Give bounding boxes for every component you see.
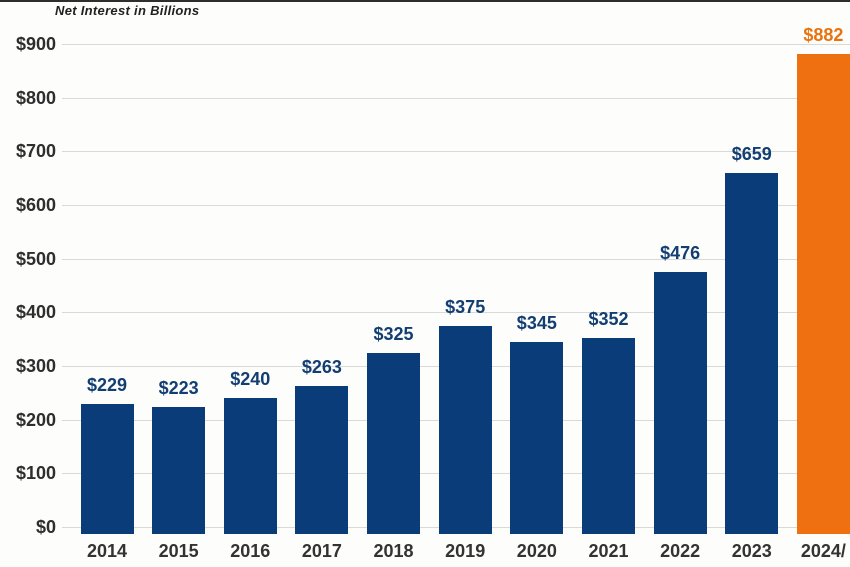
top-border-line bbox=[0, 0, 850, 2]
x-axis-label-2020: 2020 bbox=[516, 541, 557, 561]
bar-2015 bbox=[152, 407, 206, 534]
bar-value-label-2022: $476 bbox=[660, 243, 701, 263]
bar-2018 bbox=[367, 353, 421, 534]
bar-2019 bbox=[438, 326, 492, 534]
x-axis-label-2017: 2017 bbox=[301, 541, 342, 561]
y-axis-label-100: $100 bbox=[15, 463, 56, 484]
bar-value-label-2017: $263 bbox=[301, 357, 342, 377]
bar-value-label-2018: $325 bbox=[373, 324, 414, 344]
bar-2020 bbox=[510, 342, 564, 534]
chart-title: Net Interest in Billions bbox=[55, 3, 200, 18]
gridline-900 bbox=[62, 44, 850, 45]
bar-value-label-2014: $229 bbox=[86, 375, 128, 395]
y-axis-label-200: $200 bbox=[15, 409, 56, 430]
bars-layer: $229 $223 $240 $263 $325 $375 $345 $352 $476 $659… bbox=[62, 25, 850, 534]
gridline-800 bbox=[62, 97, 850, 99]
gridline-500 bbox=[62, 258, 850, 260]
bar-2016 bbox=[223, 398, 277, 534]
bar-2014 bbox=[80, 404, 134, 534]
gridline-700 bbox=[62, 151, 850, 153]
bar-value-label-2021: $352 bbox=[588, 309, 629, 329]
y-axis-label-900: $900 bbox=[15, 34, 56, 54]
plot-area: $229 $223 $240 $263 $325 $375 $345 $352 $476 $659… bbox=[62, 25, 850, 534]
x-axis-label-2021: 2021 bbox=[588, 541, 629, 561]
y-axis-label-800: $800 bbox=[15, 87, 56, 108]
x-axis-label-2015: 2015 bbox=[158, 541, 199, 561]
x-axis-label-2018: 2018 bbox=[373, 541, 414, 561]
y-axis-label-0: $0 bbox=[35, 517, 56, 537]
y-axis-label-300: $300 bbox=[15, 356, 56, 376]
bar-value-label-2019: $375 bbox=[445, 297, 486, 317]
bar-2024 bbox=[796, 54, 850, 534]
bar-2017 bbox=[295, 386, 349, 534]
x-axis-label-2022: 2022 bbox=[660, 541, 701, 561]
gridline-600 bbox=[62, 205, 850, 206]
y-axis-label-700: $700 bbox=[15, 141, 56, 162]
bar-2021 bbox=[581, 338, 635, 534]
y-axis-label-400: $400 bbox=[15, 302, 56, 323]
x-axis-label-2019: 2019 bbox=[445, 541, 486, 561]
gridline-400 bbox=[62, 312, 850, 314]
y-axis-label-500: $500 bbox=[15, 248, 56, 269]
bar-value-label-2015: $223 bbox=[158, 378, 199, 398]
x-axis-label-2023: 2023 bbox=[731, 541, 772, 561]
bar-value-label-2023: $659 bbox=[731, 144, 772, 164]
bar-2022 bbox=[653, 272, 707, 534]
bar-2023 bbox=[725, 173, 779, 534]
bar-value-label-2024: $882 bbox=[803, 25, 844, 45]
y-axis-label-600: $600 bbox=[15, 195, 56, 215]
bar-value-label-2020: $345 bbox=[516, 313, 557, 333]
bar-value-label-2016: $240 bbox=[230, 369, 271, 389]
x-axis-label-2014: 2014 bbox=[86, 541, 128, 561]
x-axis-label-2016: 2016 bbox=[230, 541, 271, 561]
x-axis-label-2024: 2024/ bbox=[800, 541, 846, 561]
